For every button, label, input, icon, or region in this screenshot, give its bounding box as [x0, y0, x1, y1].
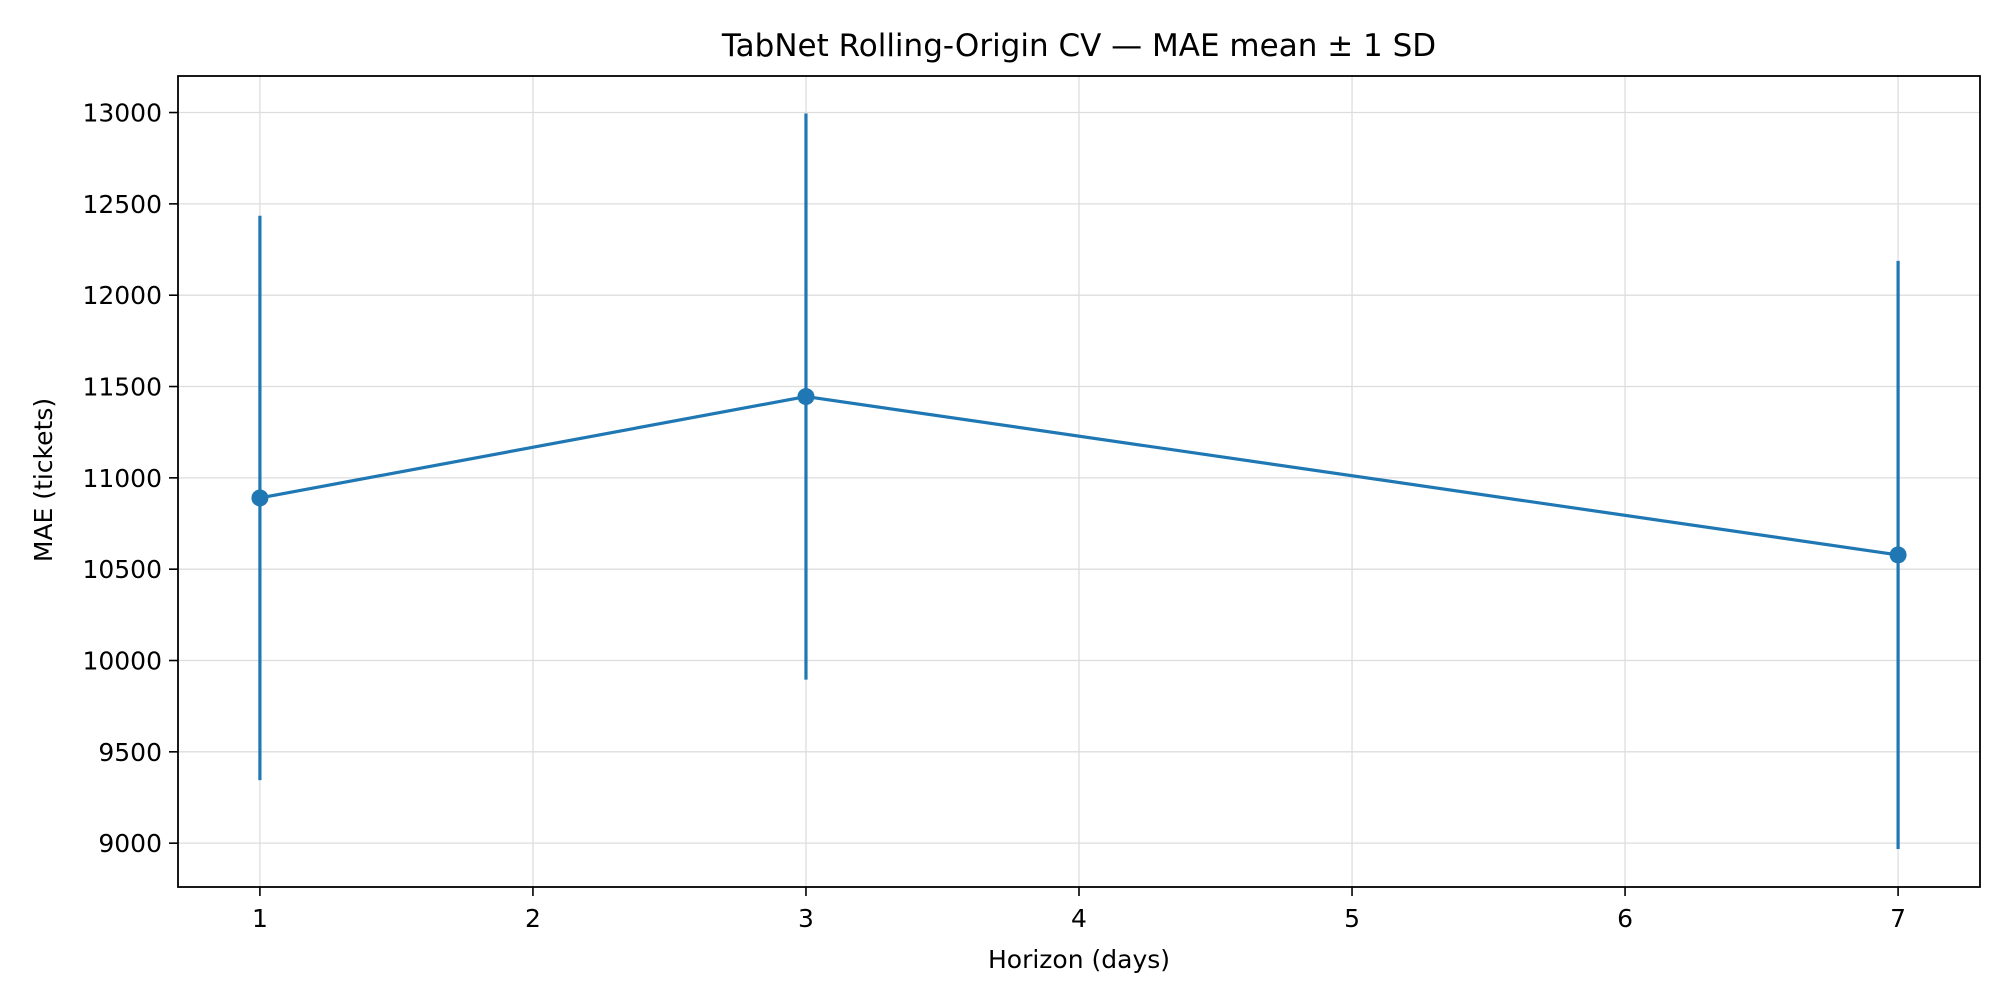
y-tick-label: 12000 — [82, 281, 162, 310]
x-tick-label: 4 — [1071, 904, 1087, 933]
x-tick-label: 6 — [1617, 904, 1633, 933]
x-tick-label: 1 — [252, 904, 268, 933]
y-tick-label: 9500 — [98, 738, 162, 767]
y-tick-label: 11000 — [82, 464, 162, 493]
y-tick-label: 10500 — [82, 555, 162, 584]
grid-layer — [178, 76, 1980, 887]
chart-title: TabNet Rolling-Origin CV — MAE mean ± 1 … — [721, 28, 1436, 64]
y-axis-ticks: 9000 9500 10000 10500 11000 11500 12000 12500 13… — [82, 99, 178, 858]
y-tick-label: 10000 — [82, 647, 162, 676]
x-axis-ticks: 1 2 3 4 5 6 7 — [252, 887, 1906, 933]
y-tick-label: 9000 — [98, 829, 162, 858]
x-tick-label: 5 — [1344, 904, 1360, 933]
y-axis-label: MAE (tickets) — [29, 398, 58, 562]
y-tick-label: 13000 — [82, 99, 162, 128]
y-tick-label: 11500 — [82, 373, 162, 402]
y-tick-label: 12500 — [82, 190, 162, 219]
data-point — [797, 388, 815, 406]
x-axis-label: Horizon (days) — [988, 945, 1170, 974]
series-layer — [251, 113, 1907, 850]
x-tick-label: 7 — [1890, 904, 1906, 933]
data-point — [1889, 546, 1907, 564]
data-point — [251, 489, 269, 507]
x-tick-label: 3 — [798, 904, 814, 933]
x-tick-label: 2 — [525, 904, 541, 933]
